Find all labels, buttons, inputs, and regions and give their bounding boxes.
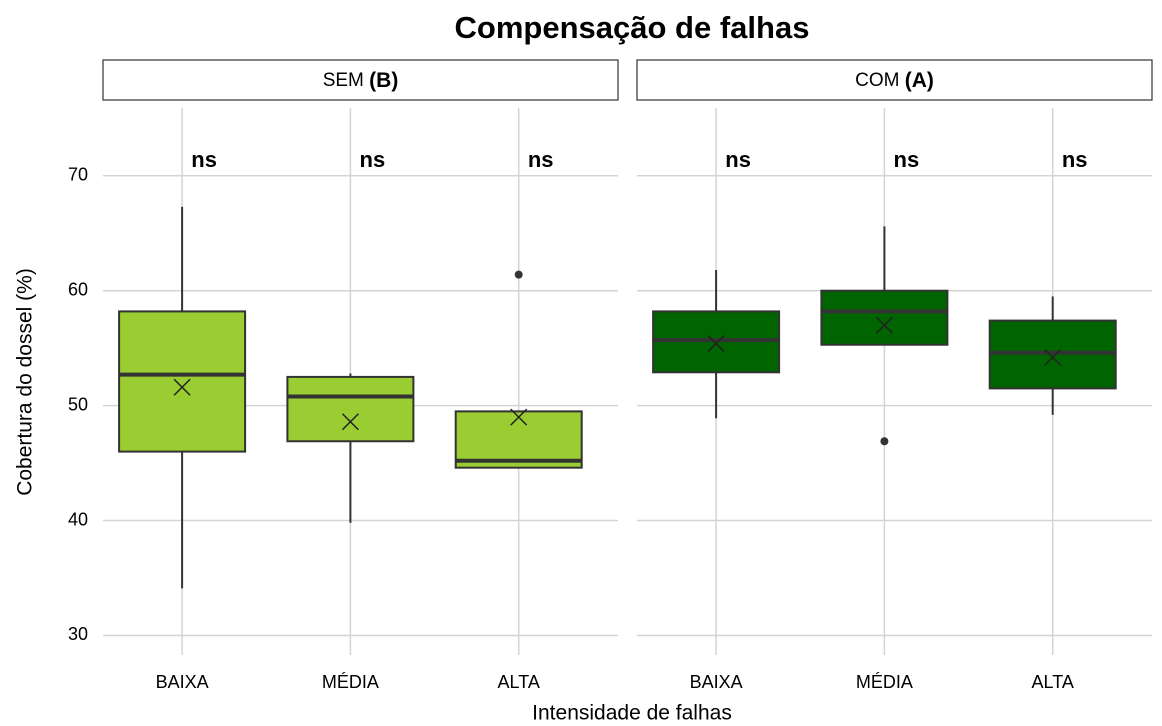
mean-marker <box>510 408 528 426</box>
annotation: ns <box>528 147 554 172</box>
mean-marker <box>341 413 359 431</box>
facet-label-text: COM <box>855 70 899 91</box>
x-tick-label: ALTA <box>498 672 540 692</box>
chart-title: Compensação de falhas <box>455 10 810 45</box>
annotation: ns <box>191 147 217 172</box>
y-axis-label: Cobertura do dossel (%) <box>14 268 37 496</box>
annotation: ns <box>725 147 751 172</box>
y-tick-label: 30 <box>68 624 88 644</box>
facet-strip <box>636 59 1153 101</box>
x-tick-label: ALTA <box>1032 672 1074 692</box>
x-tick-label: MÉDIA <box>322 672 379 692</box>
mean-marker <box>875 316 893 334</box>
outlier <box>514 270 523 279</box>
y-tick-label: 60 <box>68 279 88 299</box>
box <box>820 289 949 346</box>
facet-label-bold: (A) <box>905 69 934 92</box>
box <box>118 310 247 453</box>
mean-marker <box>1044 348 1062 366</box>
mean-marker <box>707 335 725 353</box>
annotation: ns <box>1062 147 1088 172</box>
x-axis-label: Intensidade de falhas <box>532 702 732 725</box>
facet-label: SEM (B) <box>323 69 399 92</box>
facet-label-text: SEM <box>323 70 364 91</box>
facet-strip <box>102 59 619 101</box>
y-tick-label: 70 <box>68 165 88 185</box>
y-tick-label: 50 <box>68 394 88 414</box>
x-tick-label: BAIXA <box>156 672 209 692</box>
y-tick-label: 40 <box>68 509 88 529</box>
x-tick-label: BAIXA <box>690 672 743 692</box>
box <box>286 375 415 443</box>
box <box>454 410 583 469</box>
mean-marker <box>173 378 191 396</box>
outlier <box>880 437 889 446</box>
facet-label: COM (A) <box>855 69 934 92</box>
facet-label-bold: (B) <box>369 69 398 92</box>
x-tick-label: MÉDIA <box>856 672 913 692</box>
annotation: ns <box>894 147 920 172</box>
annotation: ns <box>360 147 386 172</box>
